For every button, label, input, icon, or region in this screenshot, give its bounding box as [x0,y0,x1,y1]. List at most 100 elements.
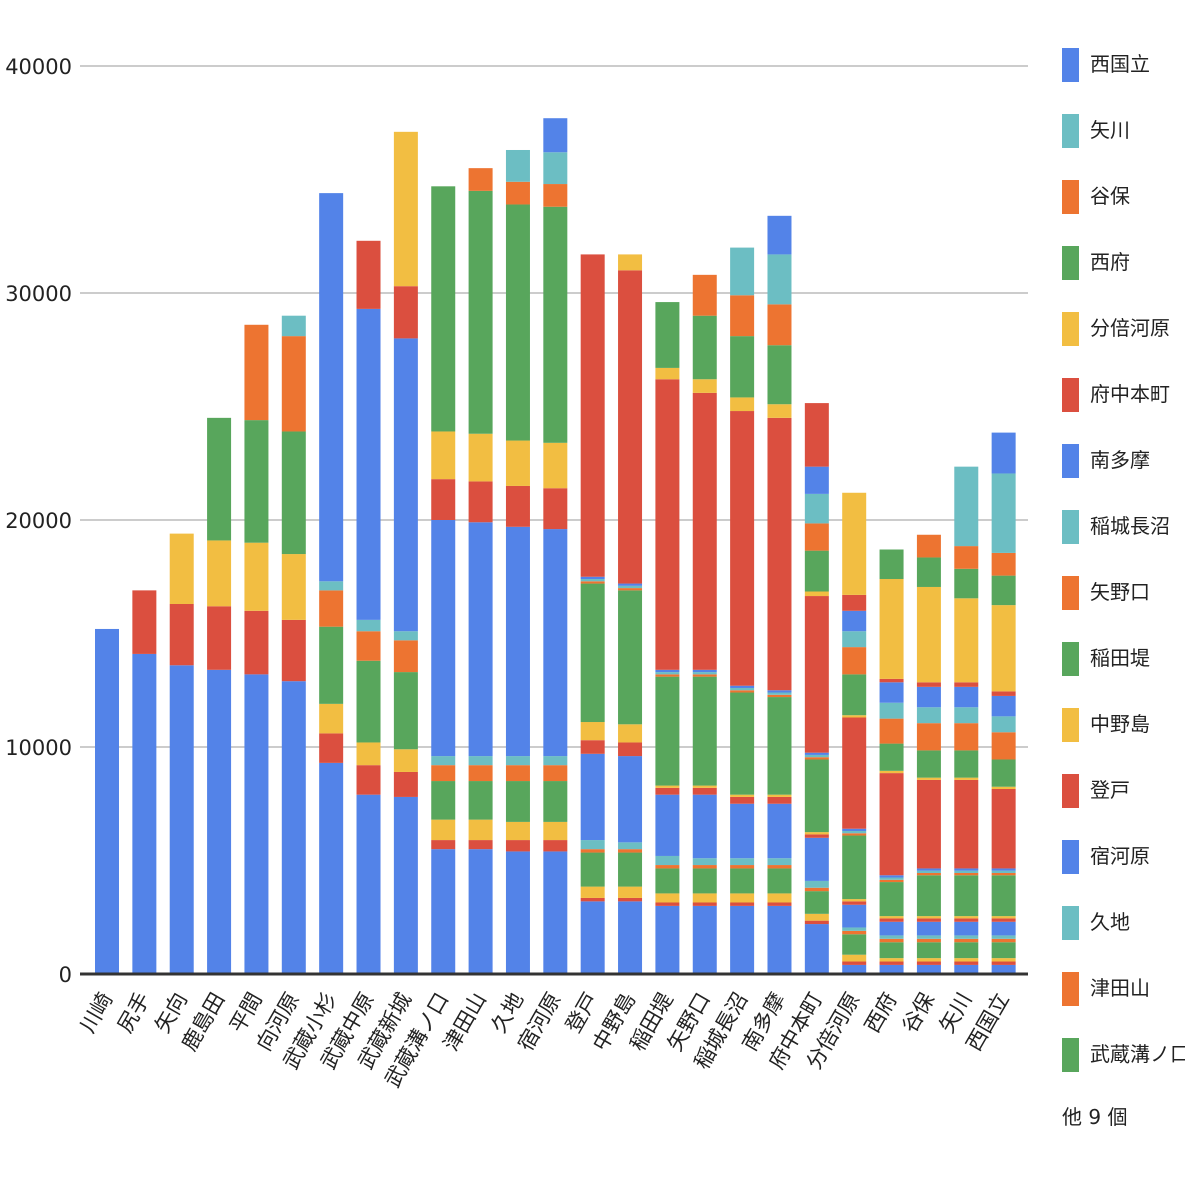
bar-segment [580,901,605,974]
bar-segment [505,851,530,974]
bar-segment [804,403,829,467]
y-tick-label: 0 [59,963,72,987]
bar-segment [692,392,717,670]
bar-segment [767,905,792,974]
bar-stack [692,274,717,974]
bar-segment [954,707,979,724]
bar-segment [431,479,456,520]
bar-segment [618,590,643,725]
bar-segment [655,868,680,894]
bar-segment [655,865,680,869]
bar-segment [842,930,867,935]
bar-segment [842,927,867,931]
bar-segment [655,669,680,673]
bar-segment [842,717,867,829]
legend-item[interactable]: 分倍河原 [1062,312,1170,346]
bar-segment [954,686,979,708]
bar-segment [954,779,979,869]
legend-item[interactable]: 登戸 [1062,774,1130,808]
legend-item[interactable]: 西国立 [1062,48,1150,82]
bar-segment [468,849,493,974]
legend-label: 西府 [1090,250,1130,274]
bar-segment [842,899,867,902]
bar-segment [879,879,904,883]
bar-segment [692,674,717,677]
legend-item[interactable]: 府中本町 [1062,378,1170,412]
bar-segment [468,819,493,841]
bar-stack [543,118,568,974]
legend-item[interactable]: 津田山 [1062,972,1150,1006]
bar-segment [916,686,941,708]
legend-swatch [1062,48,1079,82]
bar-stack [991,432,1016,974]
legend-item[interactable]: 久地 [1062,906,1130,940]
bar-segment [804,837,829,881]
bar-segment [281,681,306,974]
legend-label: 矢野口 [1090,580,1150,604]
bar-segment [618,254,643,271]
legend-item[interactable]: 矢川 [1062,114,1130,148]
bar-segment [954,466,979,547]
bar-segment [655,787,680,795]
bar-segment [804,466,829,494]
bar-segment [730,905,755,974]
bar-segment [842,954,867,962]
bar-segment [431,431,456,480]
bar-segment [505,181,530,205]
bar-segment [879,958,904,962]
bar-segment [916,958,941,962]
bar-segment [244,610,269,675]
bar-segment [804,523,829,551]
bar-segment [879,678,904,683]
legend-item[interactable]: 矢野口 [1062,576,1150,610]
bar-segment [543,851,568,974]
legend-item[interactable]: 谷保 [1062,180,1130,214]
bar-segment [655,672,680,675]
bar-segment [543,118,568,153]
bar-segment [954,961,979,965]
bar-segment [879,961,904,965]
bar-stack [244,324,269,974]
y-tick-label: 10000 [5,736,72,760]
bar-segment [916,918,941,922]
bar-segment [207,540,232,607]
bar-segment [580,581,605,584]
bar-segment [580,852,605,887]
bar-segment [244,324,269,421]
bar-segment [804,891,829,914]
bar-segment [655,893,680,903]
legend-item[interactable]: 稲田堤 [1062,642,1150,676]
bar-segment [916,942,941,959]
bar-segment [431,840,456,850]
bar-segment [580,579,605,582]
bar-segment [879,682,904,703]
bar-stack [356,240,381,974]
legend-item[interactable]: 西府 [1062,246,1130,280]
bar-stack [655,302,680,974]
legend-item[interactable]: 中野島 [1062,708,1150,742]
bar-segment [730,690,755,693]
legend-more-label[interactable]: 他 9 個 [1062,1105,1127,1129]
legend-item[interactable]: 南多摩 [1062,444,1150,478]
bar-segment [804,913,829,921]
bar-segment [468,781,493,820]
bar-segment [655,902,680,906]
legend-item[interactable]: 宿河原 [1062,840,1150,874]
bar-segment [879,921,904,936]
legend-item[interactable]: 稲城長沼 [1062,510,1170,544]
bar-segment [842,835,867,900]
bar-segment [207,417,232,541]
bar-segment [468,481,493,523]
legend[interactable]: 西国立矢川谷保西府分倍河原府中本町南多摩稲城長沼矢野口稲田堤中野島登戸宿河原久地… [1062,48,1185,1072]
legend-item[interactable]: 武蔵溝ノ口 [1062,1038,1185,1072]
bar-segment [879,743,904,771]
bar-segment [169,665,194,974]
bar-segment [543,765,568,782]
bar-segment [431,756,456,766]
bar-segment [991,872,1016,876]
bar-segment [804,887,829,892]
bar-segment [580,886,605,898]
bar-segment [767,345,792,405]
bar-segment [655,855,680,866]
legend-swatch [1062,378,1079,412]
